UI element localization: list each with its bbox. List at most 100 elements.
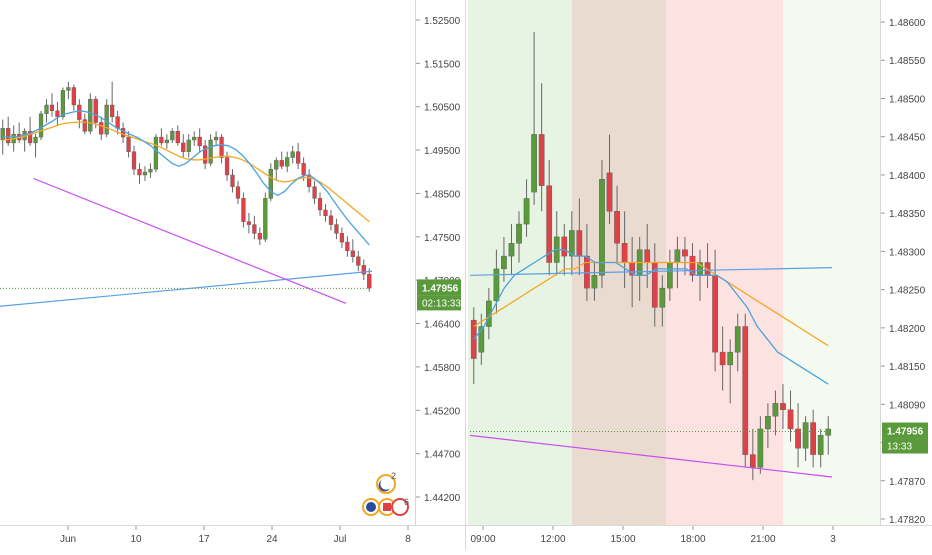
right-chart-panel[interactable]: [465, 0, 880, 525]
right-candle-body: [523, 198, 530, 225]
left-candle-body: [345, 241, 350, 252]
right-price-tick-label: 1.47870: [889, 477, 926, 488]
right-support-trend-line[interactable]: [469, 434, 833, 478]
right-candle-body: [787, 409, 794, 430]
left-candle-body: [279, 160, 284, 167]
left-candle-body: [356, 256, 361, 266]
right-candle-body: [538, 134, 545, 186]
left-candle-body: [99, 122, 104, 135]
left-candle-body: [170, 131, 175, 141]
left-candle-body: [120, 128, 126, 138]
left-candle-body: [0, 128, 5, 141]
left-price-tick-label: 1.50500: [424, 103, 461, 114]
right-time-tick-label: 12:00: [540, 534, 565, 545]
left-candle-body: [219, 136, 224, 158]
right-current-price-box: [882, 422, 928, 439]
left-candle-body: [317, 198, 323, 211]
left-price-tick-label: 1.45200: [424, 406, 461, 417]
left-time-tick-label: Jul: [334, 534, 347, 545]
right-price-tick-label: 1.48090: [889, 400, 926, 411]
left-price-axis-background[interactable]: [415, 0, 465, 525]
left-candle-body: [71, 87, 76, 106]
left-candle-body: [175, 131, 180, 144]
right-candle-body: [749, 454, 756, 468]
left-candle-body: [252, 224, 257, 234]
right-price-tick-label: 1.48400: [889, 171, 926, 182]
right-horizontal-trend-line[interactable]: [469, 267, 833, 276]
left-candle-body: [38, 113, 44, 138]
right-time-tick-label: 18:00: [680, 534, 705, 545]
left-candle-body: [93, 98, 98, 123]
left-candle-body: [55, 110, 60, 117]
left-candle-body: [33, 136, 38, 144]
left-time-tick-label: 17: [198, 534, 210, 545]
left-candle-body: [290, 151, 295, 158]
left-candle-body: [186, 139, 191, 152]
right-candle-body: [576, 230, 583, 257]
economic-event-badges[interactable]: 2 6: [362, 471, 409, 516]
left-candle-body: [60, 90, 66, 117]
right-candle-body: [508, 243, 515, 257]
right-ema-fast-line: [473, 249, 829, 385]
left-candle-body: [312, 186, 317, 199]
left-candle-body: [268, 168, 273, 199]
left-candle-body: [306, 174, 312, 187]
right-time-tick-label: 09:00: [470, 534, 495, 545]
right-candle-body: [719, 351, 726, 366]
right-candle-body: [674, 249, 681, 263]
left-price-tick-label: 1.46400: [424, 320, 461, 331]
left-candle-body: [82, 119, 87, 132]
right-candle-body: [689, 255, 696, 276]
right-time-tick-label: 21:00: [750, 534, 775, 545]
left-price-tick-label: 1.44700: [424, 450, 461, 461]
right-price-tick-label: 1.48600: [889, 18, 926, 29]
left-current-price-box: [417, 279, 461, 296]
left-countdown-box: [417, 295, 461, 311]
left-time-tick-label: Jun: [60, 534, 76, 545]
left-price-tick-label: 1.44200: [424, 493, 461, 504]
left-time-tick-label: 24: [266, 534, 278, 545]
left-candle-body: [126, 136, 131, 152]
left-candle-body: [44, 104, 49, 114]
right-candle-body: [712, 275, 718, 353]
left-candle-body: [235, 186, 241, 199]
right-price-axis[interactable]: 1.48600 1.48550 1.48500 1.48450 1.48400 1.483…: [880, 0, 932, 526]
left-price-axis[interactable]: 1.52500 1.51500 1.50500 1.49500 1.48500 1.475…: [415, 0, 465, 525]
ca-flag-icon: [383, 503, 391, 511]
right-price-tick-label: 1.48250: [889, 286, 926, 297]
right-candle-body: [795, 428, 801, 449]
left-candle-body: [213, 136, 219, 141]
left-candle-body: [334, 224, 339, 234]
right-price-tick-label: 1.48550: [889, 56, 926, 67]
left-candle-body: [361, 265, 366, 275]
left-candle-body: [208, 139, 213, 164]
right-countdown-box: [882, 438, 928, 454]
left-support-trend-line[interactable]: [33, 177, 347, 304]
left-candle-body: [148, 168, 153, 173]
left-time-tick-label: 8: [405, 534, 411, 545]
right-candle-body: [591, 275, 598, 289]
moon-icon: [378, 480, 390, 492]
right-candle-body: [682, 249, 688, 257]
right-candle-body: [727, 351, 734, 366]
left-ema-slow-line: [2, 121, 370, 223]
right-candle-body: [667, 262, 673, 289]
right-candle-body: [810, 422, 816, 455]
left-candle-body: [115, 116, 120, 129]
event-badge-count-bottom: 6: [404, 497, 409, 507]
left-price-tick-label: 1.49500: [424, 146, 461, 157]
right-candle-body: [621, 243, 628, 263]
left-candle-body: [241, 198, 246, 222]
event-badge-red-icon[interactable]: [391, 498, 409, 516]
left-candle-body: [230, 174, 235, 187]
left-chart-panel[interactable]: [0, 0, 415, 525]
right-ema-slow-line: [473, 261, 829, 347]
left-price-tick-label: 1.51500: [424, 59, 461, 70]
left-candle-body: [197, 136, 202, 147]
left-candle-body: [49, 104, 55, 112]
right-time-tick-label: 3: [830, 534, 836, 545]
left-candle-body: [274, 160, 279, 170]
event-badge-count-top: 2: [391, 471, 396, 481]
